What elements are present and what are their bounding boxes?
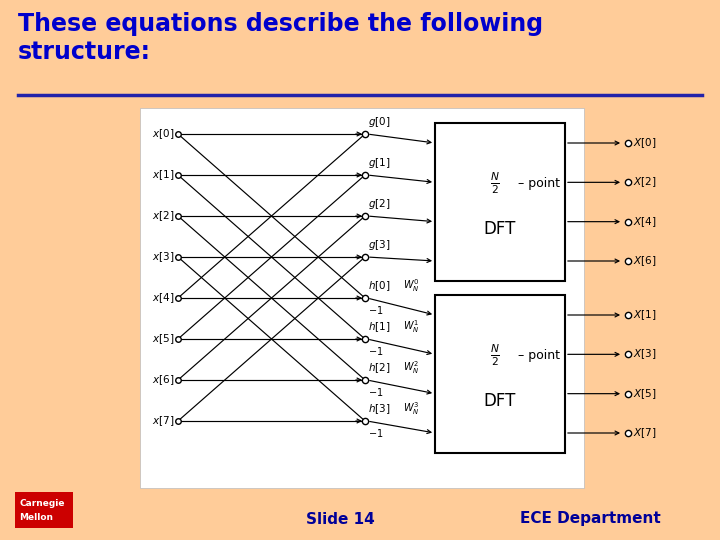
Text: $x[5]$: $x[5]$ [152, 332, 174, 346]
Text: $W_N^1$: $W_N^1$ [403, 319, 420, 335]
Text: $g[1]$: $g[1]$ [368, 156, 390, 170]
Text: $X[3]$: $X[3]$ [633, 347, 657, 361]
Text: $X[4]$: $X[4]$ [633, 215, 657, 228]
Text: $X[0]$: $X[0]$ [633, 136, 657, 150]
Text: $x[1]$: $x[1]$ [152, 168, 174, 182]
Text: $h[2]$: $h[2]$ [368, 361, 390, 375]
Text: $g[2]$: $g[2]$ [368, 197, 390, 211]
Text: Slide 14: Slide 14 [305, 511, 374, 526]
Text: $-1$: $-1$ [368, 427, 384, 439]
Text: $\frac{N}{2}$: $\frac{N}{2}$ [490, 170, 500, 196]
Text: $x[6]$: $x[6]$ [152, 373, 174, 387]
Bar [15, 492, 73, 528]
Text: $x[7]$: $x[7]$ [152, 414, 174, 428]
Text: $x[2]$: $x[2]$ [152, 209, 174, 223]
Text: $h[0]$: $h[0]$ [368, 279, 390, 293]
Text: Carnegie: Carnegie [19, 498, 65, 508]
Bar [140, 108, 584, 488]
Text: DFT: DFT [484, 220, 516, 238]
Text: $-1$: $-1$ [368, 304, 384, 316]
Text: $x[0]$: $x[0]$ [152, 127, 174, 141]
Text: $g[0]$: $g[0]$ [368, 115, 390, 129]
Text: $g[3]$: $g[3]$ [368, 238, 390, 252]
Text: $W_N^3$: $W_N^3$ [403, 401, 420, 417]
Text: $W_N^0$: $W_N^0$ [403, 278, 420, 294]
Text: $h[1]$: $h[1]$ [368, 320, 390, 334]
Text: $-1$: $-1$ [368, 345, 384, 357]
Text: $W_N^2$: $W_N^2$ [403, 360, 420, 376]
Text: $\frac{N}{2}$: $\frac{N}{2}$ [490, 342, 500, 368]
Text: Mellon: Mellon [19, 512, 53, 522]
Bar [435, 295, 565, 453]
Text: These equations describe the following
structure:: These equations describe the following s… [18, 12, 543, 64]
Text: $-1$: $-1$ [368, 386, 384, 398]
Text: DFT: DFT [484, 392, 516, 410]
Text: $X[7]$: $X[7]$ [633, 426, 657, 440]
Text: $X[2]$: $X[2]$ [633, 176, 657, 189]
Text: – point: – point [514, 348, 560, 362]
Bar [435, 123, 565, 281]
Text: $X[5]$: $X[5]$ [633, 387, 657, 401]
Text: $h[3]$: $h[3]$ [368, 402, 390, 416]
Text: $x[4]$: $x[4]$ [152, 291, 174, 305]
Text: $x[3]$: $x[3]$ [152, 250, 174, 264]
Text: – point: – point [514, 177, 560, 190]
Text: ECE Department: ECE Department [520, 511, 660, 526]
Text: $X[1]$: $X[1]$ [633, 308, 657, 322]
Text: $X[6]$: $X[6]$ [633, 254, 657, 268]
